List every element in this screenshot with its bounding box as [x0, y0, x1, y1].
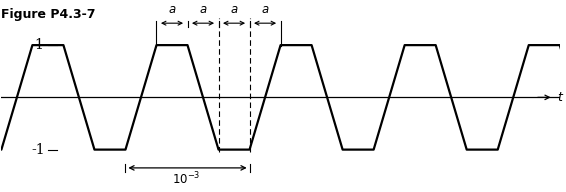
- Text: 1: 1: [34, 38, 43, 52]
- Text: $a$: $a$: [261, 3, 269, 16]
- Text: $10^{-3}$: $10^{-3}$: [171, 170, 200, 187]
- Text: Figure P4.3-7: Figure P4.3-7: [1, 7, 96, 21]
- Text: -1: -1: [32, 143, 45, 157]
- Text: $a$: $a$: [199, 3, 207, 16]
- Text: $a$: $a$: [168, 3, 176, 16]
- Text: $a$: $a$: [230, 3, 238, 16]
- Text: $t$: $t$: [557, 91, 564, 104]
